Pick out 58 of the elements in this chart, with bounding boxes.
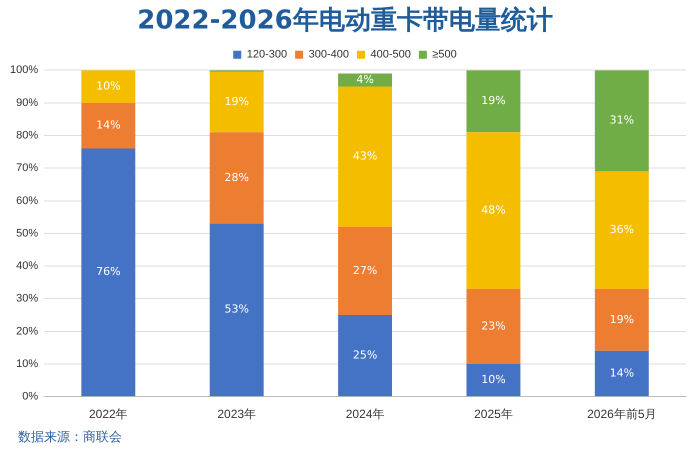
x-tick-label: 2025年 — [474, 407, 513, 422]
bar — [338, 73, 392, 87]
legend-label: ≥500 — [432, 48, 457, 61]
y-tick-label: 60% — [16, 194, 38, 207]
source-note: 数据来源：商联会 — [18, 429, 122, 446]
data-label: 53% — [224, 302, 249, 316]
y-tick-label: 50% — [16, 227, 38, 240]
y-tick-label: 70% — [16, 162, 38, 174]
bar — [338, 86, 392, 227]
data-label: 14% — [610, 366, 634, 380]
data-label: 25% — [352, 348, 378, 362]
bar — [466, 70, 520, 132]
data-label: 19% — [481, 94, 506, 108]
x-tick-label: 2023年 — [217, 407, 256, 422]
y-tick-label: 0% — [22, 390, 38, 403]
y-tick-label: 20% — [16, 325, 38, 338]
y-tick-label: 80% — [16, 130, 38, 142]
bar — [81, 70, 136, 103]
bar — [594, 288, 649, 351]
data-label: 10% — [481, 372, 506, 386]
data-label: 4% — [356, 72, 374, 86]
bar — [338, 315, 392, 396]
data-label: 36% — [610, 222, 634, 236]
bar — [594, 70, 649, 172]
bar — [81, 102, 136, 149]
data-label: 43% — [352, 150, 378, 163]
bar — [594, 350, 649, 396]
data-label: 76% — [96, 265, 121, 278]
x-tick-label: 2024年 — [346, 407, 384, 422]
data-label: 19% — [224, 94, 249, 108]
bar — [338, 226, 392, 315]
x-tick-label: 2022年 — [88, 407, 128, 422]
legend-label: 400-500 — [370, 48, 411, 61]
data-label: 28% — [224, 170, 249, 184]
bar — [210, 132, 264, 224]
data-label: 31% — [610, 114, 634, 127]
bar — [466, 132, 520, 289]
data-label: 23% — [481, 319, 506, 332]
data-label: 14% — [96, 118, 121, 132]
legend-label: 120-300 — [246, 48, 288, 61]
bar — [466, 364, 520, 396]
bar — [594, 171, 649, 289]
bar — [210, 72, 264, 132]
bar — [210, 224, 264, 396]
y-tick-label: 40% — [16, 260, 38, 272]
y-tick-label: 10% — [16, 358, 38, 370]
legend-label: 300-400 — [308, 48, 349, 61]
data-label: 19% — [610, 312, 634, 326]
data-label: 48% — [481, 203, 506, 216]
data-label: 27% — [352, 264, 378, 277]
x-tick-label: 2026年前5月 — [587, 407, 656, 422]
chart-title: 2022-2026年电动重卡带电量统计 — [137, 5, 553, 36]
y-tick-label: 100% — [10, 64, 38, 76]
y-tick-label: 30% — [16, 292, 38, 305]
bar — [81, 148, 136, 396]
bar — [466, 288, 520, 364]
data-label: 10% — [96, 79, 121, 92]
y-tick-label: 90% — [16, 96, 38, 109]
